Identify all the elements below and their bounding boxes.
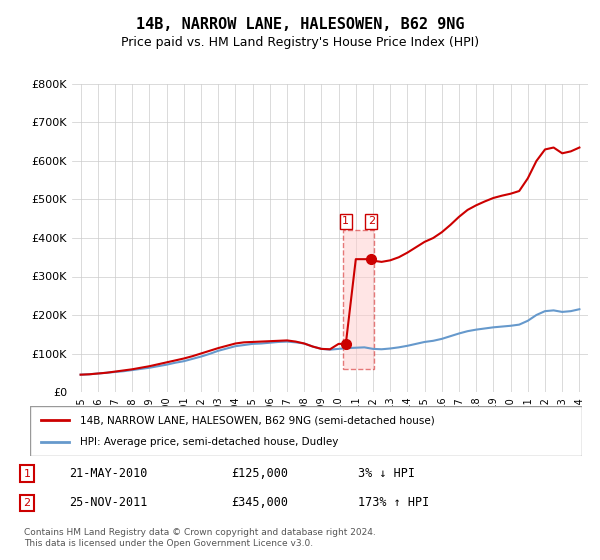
- Bar: [343, 230, 374, 369]
- Text: £125,000: £125,000: [231, 467, 288, 480]
- Text: HPI: Average price, semi-detached house, Dudley: HPI: Average price, semi-detached house,…: [80, 437, 338, 447]
- Text: 21-MAY-2010: 21-MAY-2010: [70, 467, 148, 480]
- Text: 2: 2: [368, 217, 375, 226]
- Text: 1: 1: [23, 469, 31, 479]
- Text: Contains HM Land Registry data © Crown copyright and database right 2024.
This d: Contains HM Land Registry data © Crown c…: [24, 528, 376, 548]
- FancyBboxPatch shape: [30, 406, 582, 456]
- Text: 2: 2: [23, 498, 31, 508]
- Text: Price paid vs. HM Land Registry's House Price Index (HPI): Price paid vs. HM Land Registry's House …: [121, 36, 479, 49]
- Text: 14B, NARROW LANE, HALESOWEN, B62 9NG (semi-detached house): 14B, NARROW LANE, HALESOWEN, B62 9NG (se…: [80, 415, 434, 425]
- Text: 173% ↑ HPI: 173% ↑ HPI: [358, 496, 429, 510]
- Text: 3% ↓ HPI: 3% ↓ HPI: [358, 467, 415, 480]
- Text: 14B, NARROW LANE, HALESOWEN, B62 9NG: 14B, NARROW LANE, HALESOWEN, B62 9NG: [136, 17, 464, 32]
- Text: 25-NOV-2011: 25-NOV-2011: [70, 496, 148, 510]
- Text: £345,000: £345,000: [231, 496, 288, 510]
- Text: 1: 1: [343, 217, 349, 226]
